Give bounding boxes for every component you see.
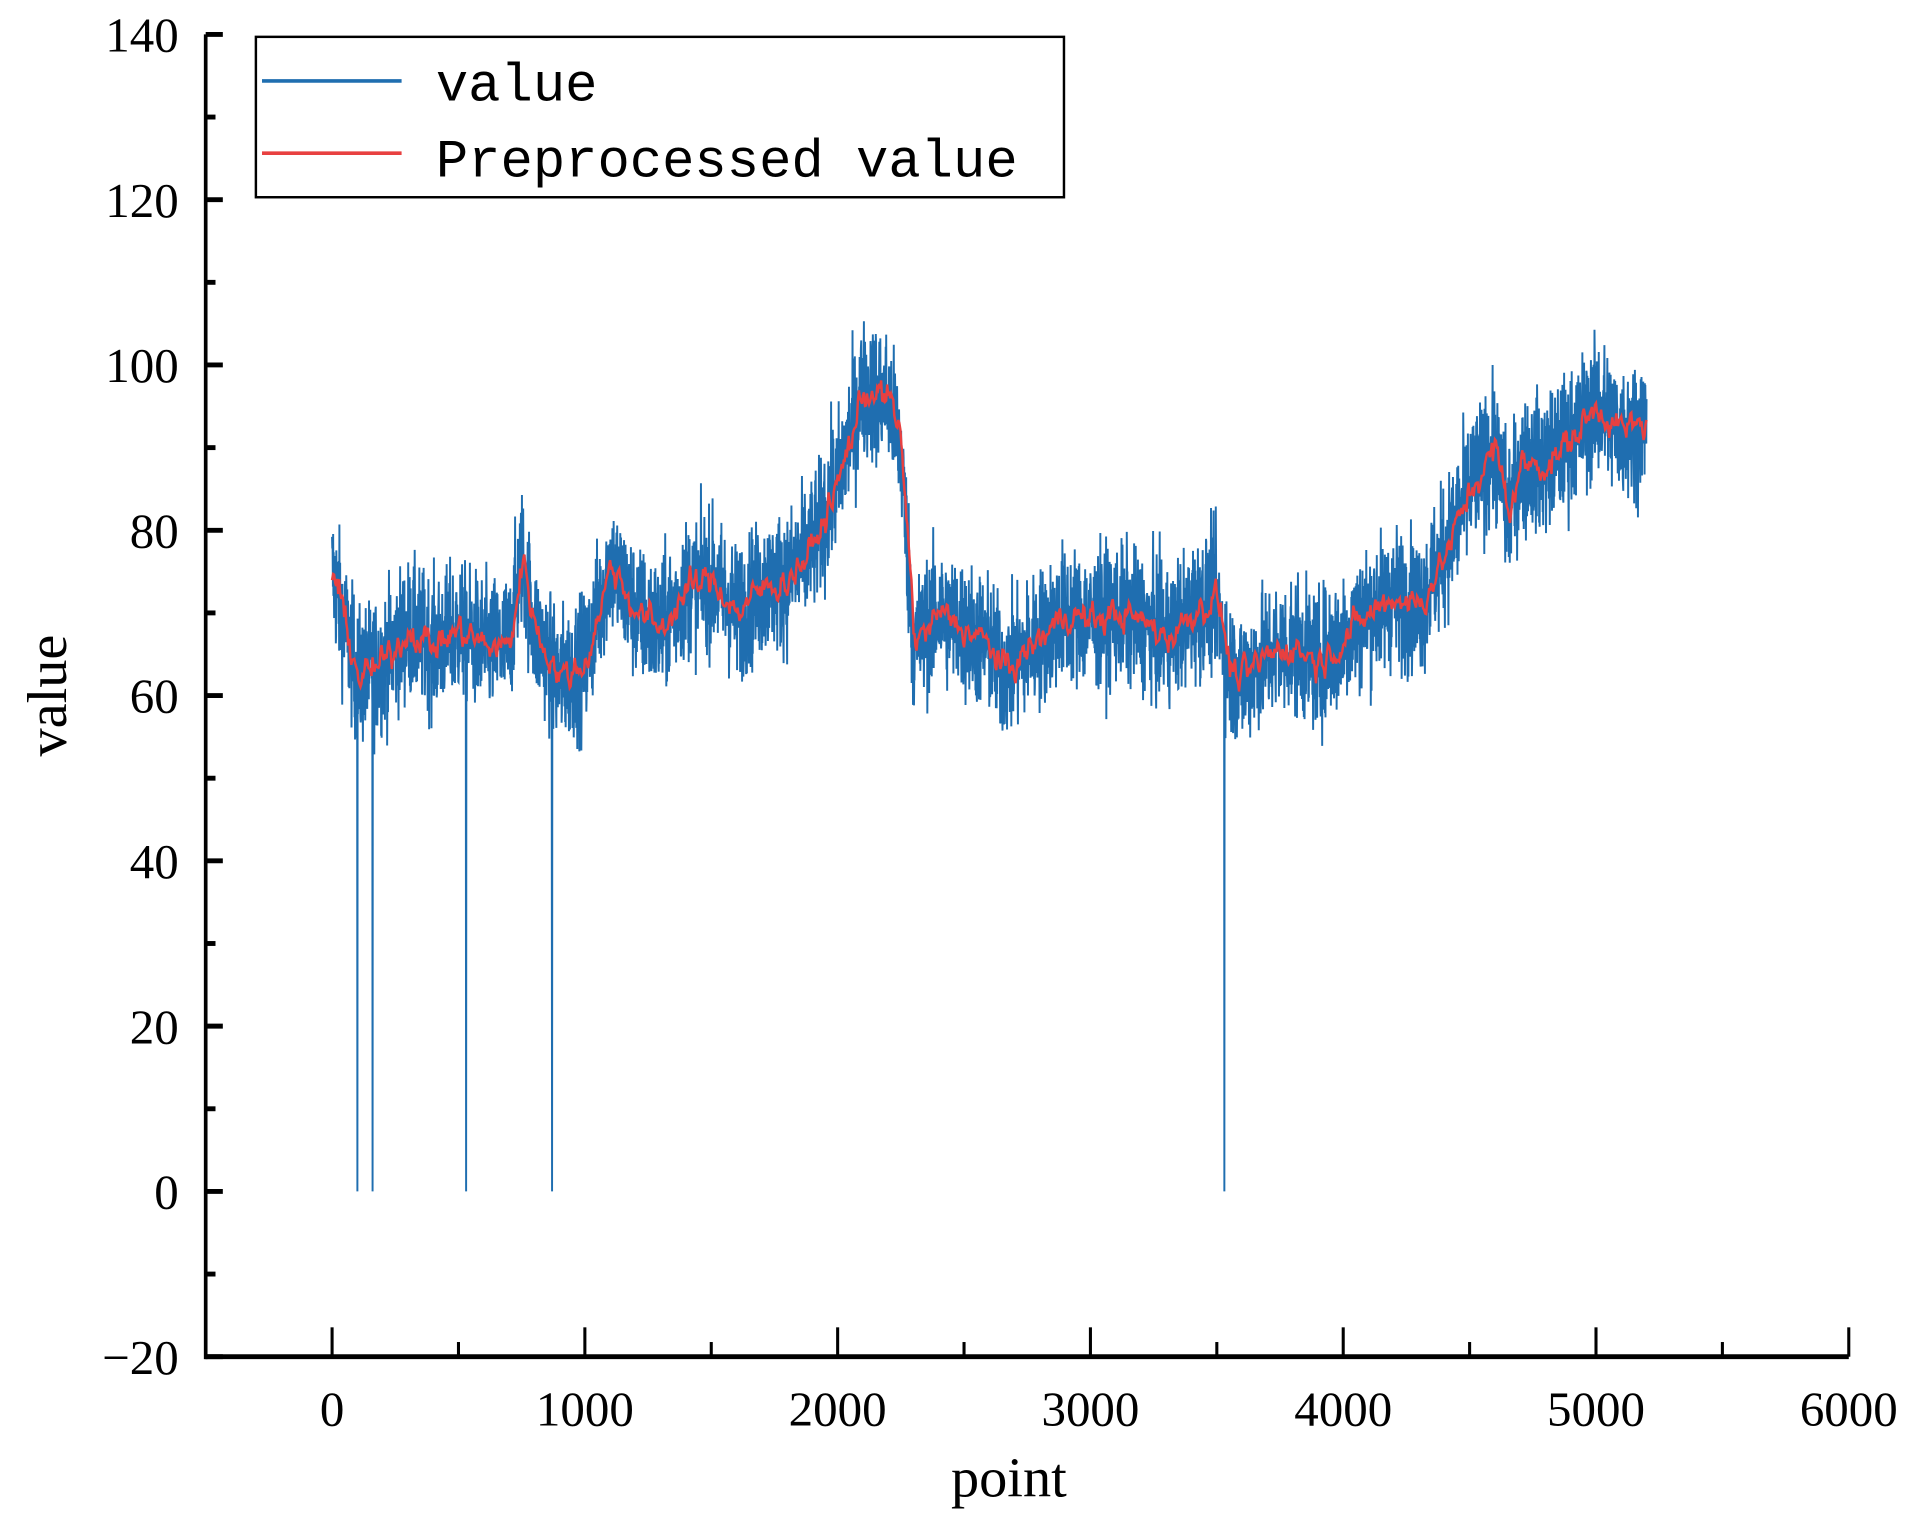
y-tick-label: 20 <box>130 999 179 1054</box>
x-tick-label: 5000 <box>1547 1381 1645 1436</box>
axes: 0 1000 2000 3000 4000 5000 6000 −20 0 20 40 60 80 100… <box>102 8 1898 1437</box>
legend-label-value: value <box>436 57 598 118</box>
x-tick-label: 3000 <box>1041 1381 1139 1436</box>
legend-label-preprocessed: Preprocessed value <box>436 132 1018 193</box>
x-tick-label: 0 <box>320 1381 344 1436</box>
series-value-line <box>331 321 1648 1192</box>
x-tick-label: 6000 <box>1800 1381 1898 1436</box>
legend: value Preprocessed value <box>254 35 1066 199</box>
y-tick-label: 100 <box>105 338 178 393</box>
x-tick-label: 4000 <box>1294 1381 1392 1436</box>
y-axis-label: value <box>17 635 79 757</box>
y-tick-label: 80 <box>130 503 179 558</box>
x-axis-label: point <box>951 1447 1067 1509</box>
y-tick-label: 120 <box>105 173 178 228</box>
y-tick-label: 0 <box>154 1165 178 1220</box>
y-tick-label: 140 <box>105 8 178 63</box>
y-tick-label: 40 <box>130 834 179 889</box>
x-tick-label: 2000 <box>789 1381 887 1436</box>
series-preprocessed-line <box>330 380 1648 692</box>
x-tick-label: 1000 <box>536 1381 634 1436</box>
y-tick-label: 60 <box>130 669 179 724</box>
y-tick-label: −20 <box>102 1330 179 1385</box>
plot-area <box>330 321 1648 1192</box>
